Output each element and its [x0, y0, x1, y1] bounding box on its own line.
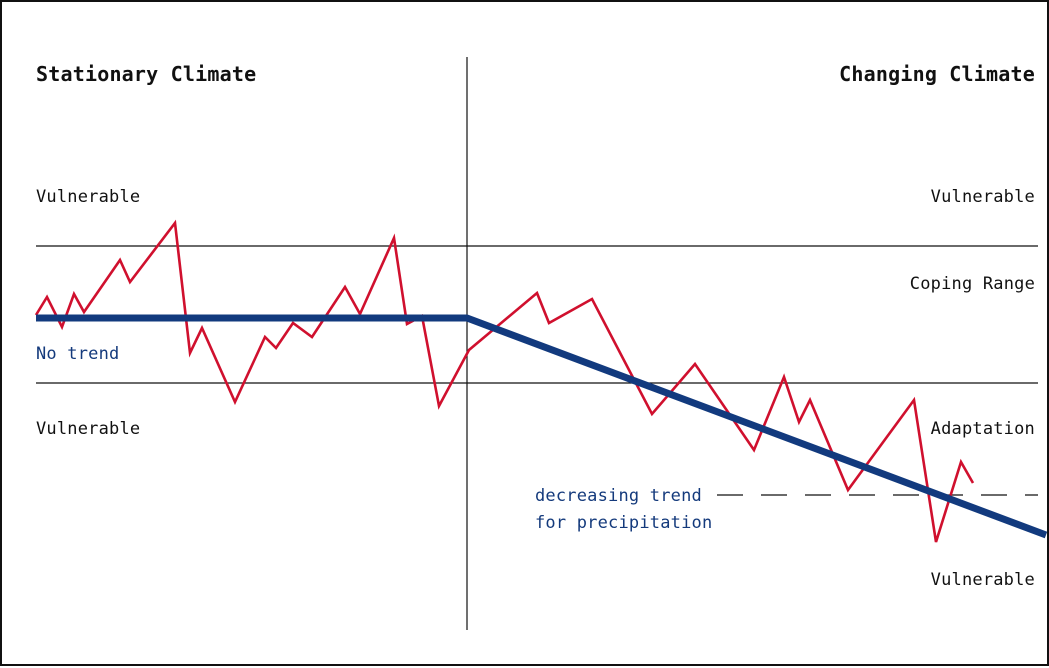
stationary-climate-title: Stationary Climate — [36, 62, 257, 86]
trend-line — [36, 314, 1048, 539]
no-trend-label: No trend — [36, 344, 120, 364]
vulnerable-mid-left-label: Vulnerable — [36, 419, 141, 439]
adaptation-label: Adaptation — [930, 419, 1035, 439]
climate-variability-signal — [34, 219, 975, 543]
coping-range-label: Coping Range — [909, 274, 1035, 294]
decreasing-trend-label-line2: for precipitation — [535, 513, 713, 533]
vulnerable-top-right-label: Vulnerable — [930, 187, 1035, 207]
vulnerable-top-left-label: Vulnerable — [36, 187, 141, 207]
vulnerable-bottom-right-label: Vulnerable — [930, 570, 1035, 590]
decreasing-trend-label-line1: decreasing trend — [535, 486, 702, 506]
changing-climate-title: Changing Climate — [839, 62, 1035, 86]
